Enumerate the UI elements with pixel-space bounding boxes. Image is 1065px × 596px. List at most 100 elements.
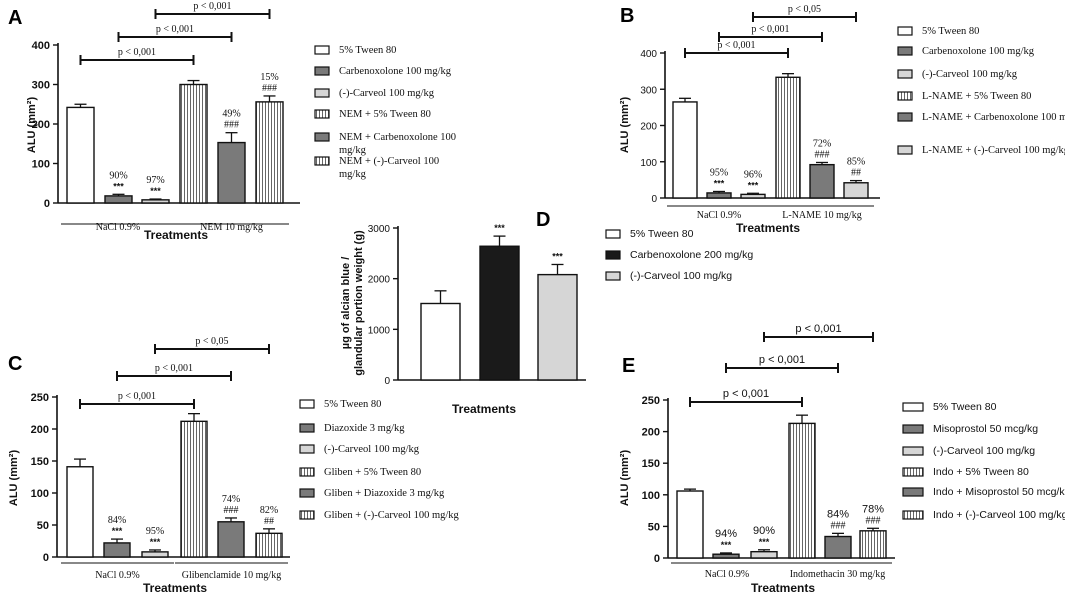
bar-b xyxy=(775,76,801,199)
y-tick-label-d: 3000 xyxy=(368,224,391,235)
y-tick-label-c: 150 xyxy=(31,456,49,468)
significance-a: *** xyxy=(150,186,161,196)
p-value-label-c: p < 0,05 xyxy=(195,336,228,347)
significance-b: *** xyxy=(714,178,725,188)
legend-label-a: (-)-Carveol 100 mg/kg xyxy=(339,88,435,99)
legend-d: 5% Tween 80 Carbenoxolone 200 mg/kg (-)-Ca… xyxy=(605,228,753,282)
legend-label-b: L-NAME + Carbenoxolone 100 mg/kg xyxy=(922,112,1065,123)
significance-e: *** xyxy=(721,540,732,550)
legend-label-a: NEM + (-)-Carveol 100 xyxy=(339,156,439,167)
x-axis-title-d: Treatments xyxy=(452,402,516,416)
group-label-c: Glibenclamide 10 mg/kg xyxy=(182,570,281,581)
percent-label-e: 90% xyxy=(753,525,775,537)
legend-label-b: Carbenoxolone 100 mg/kg xyxy=(922,46,1035,57)
legend-swatch-b xyxy=(897,145,913,155)
p-value-label-a: p < 0,001 xyxy=(193,1,231,12)
legend-label-c: 5% Tween 80 xyxy=(324,399,381,410)
legend-label-a: NEM + Carbenoxolone 100 xyxy=(339,132,456,143)
significance-c: ## xyxy=(264,516,274,527)
legend-swatch-d xyxy=(605,250,621,260)
bar-b xyxy=(809,163,835,199)
group-label-a: NaCl 0.9% xyxy=(96,222,140,233)
legend-label-b: 5% Tween 80 xyxy=(922,26,979,37)
y-axis-title-d-line2: glandular portion weight (g) xyxy=(353,230,365,376)
y-axis-title-e: ALU (mm²) xyxy=(619,450,631,507)
legend-swatch-a xyxy=(314,45,330,55)
bar-a xyxy=(217,141,246,204)
panel-letter-a: A xyxy=(8,7,22,29)
legend-label-c: Diazoxide 3 mg/kg xyxy=(324,423,405,434)
legend-label-a: 5% Tween 80 xyxy=(339,45,396,56)
bar-e xyxy=(676,490,704,559)
legend-label-e: Indo + (-)-Carveol 100 mg/kg xyxy=(933,509,1065,521)
y-tick-label-e: 50 xyxy=(648,521,660,533)
group-label-a: NEM 10 mg/kg xyxy=(200,222,263,233)
y-tick-label-c: 0 xyxy=(43,552,49,564)
bar-a xyxy=(255,101,284,204)
significance-c: *** xyxy=(150,537,161,547)
legend-label-b: (-)-Carveol 100 mg/kg xyxy=(922,69,1018,80)
legend-swatch-e xyxy=(902,424,924,434)
legend-swatch-a xyxy=(314,132,330,142)
legend-label-c: (-)-Carveol 100 mg/kg xyxy=(324,444,420,455)
percent-label-b: 85% xyxy=(847,157,865,168)
legend-swatch-c xyxy=(299,444,315,454)
legend-swatch-c xyxy=(299,488,315,498)
y-tick-label-e: 0 xyxy=(654,553,660,565)
significance-c: ### xyxy=(224,505,239,516)
significance-b: ## xyxy=(851,168,861,179)
legend-swatch-b xyxy=(897,69,913,79)
legend-label-c: Gliben + 5% Tween 80 xyxy=(324,467,421,478)
percent-label-b: 96% xyxy=(744,169,762,180)
panel-b: B ALU (mm²) 0100200300400***95%***96%###… xyxy=(619,4,1065,235)
bar-b xyxy=(740,193,766,199)
percent-label-e: 94% xyxy=(715,528,737,540)
y-tick-label-d: 1000 xyxy=(368,325,391,336)
panel-c: C ALU (mm²) 050100150200250***84%***95%#… xyxy=(8,336,460,595)
legend-e: 5% Tween 80 Misoprostol 50 mcg/kg (-)-Carv… xyxy=(902,401,1065,521)
legend-swatch-b xyxy=(897,26,913,36)
bar-b xyxy=(672,101,698,199)
bar-c xyxy=(255,532,283,558)
group-label-b: NaCl 0.9% xyxy=(697,210,741,221)
y-tick-label-e: 100 xyxy=(642,490,660,502)
bar-a xyxy=(104,195,133,204)
legend-label-c: Gliben + Diazoxide 3 mg/kg xyxy=(324,488,445,499)
y-tick-label-c: 200 xyxy=(31,424,49,436)
bar-e xyxy=(859,530,887,559)
y-tick-label-b: 200 xyxy=(640,122,657,133)
bar-c xyxy=(180,420,208,558)
legend-swatch-b xyxy=(897,91,913,101)
y-tick-label-b: 300 xyxy=(640,85,657,96)
p-value-label-b: p < 0,001 xyxy=(717,40,755,51)
p-value-label-e: p < 0,001 xyxy=(795,323,841,335)
y-tick-label-b: 0 xyxy=(651,194,657,205)
bar-c xyxy=(217,521,245,558)
significance-b: ### xyxy=(815,149,830,160)
legend-swatch-c xyxy=(299,399,315,409)
significance-b: *** xyxy=(748,180,759,190)
legend-label-e: Indo + 5% Tween 80 xyxy=(933,466,1029,478)
group-label-b: L-NAME 10 mg/kg xyxy=(782,210,861,221)
panel-letter-b: B xyxy=(620,5,634,27)
legend-label-e: Misoprostol 50 mcg/kg xyxy=(933,423,1038,435)
significance-d: *** xyxy=(552,251,563,261)
x-axis-title-e: Treatments xyxy=(751,581,815,595)
percent-label-c: 84% xyxy=(108,515,126,526)
percent-label-a: 15% xyxy=(260,72,278,83)
significance-c: *** xyxy=(112,526,123,536)
legend-swatch-e xyxy=(902,487,924,497)
legend-label-a: Carbenoxolone 100 mg/kg xyxy=(339,66,452,77)
plot-d: 0 1000 2000 3000 *** *** xyxy=(368,223,586,387)
plot-b: 0100200300400***95%***96%###72%##85%NaCl… xyxy=(640,4,880,221)
legend-swatch-a xyxy=(314,109,330,119)
plot-c: 050100150200250***84%***95%###74%##82%Na… xyxy=(31,336,290,581)
legend-swatch-e xyxy=(902,467,924,477)
y-tick-label-a: 200 xyxy=(32,119,50,131)
legend-swatch-b xyxy=(897,112,913,122)
panel-letter-e: E xyxy=(622,355,635,377)
y-tick-label-c: 50 xyxy=(37,520,49,532)
legend-label-d: (-)-Carveol 100 mg/kg xyxy=(630,270,732,282)
percent-label-b: 72% xyxy=(813,138,831,149)
